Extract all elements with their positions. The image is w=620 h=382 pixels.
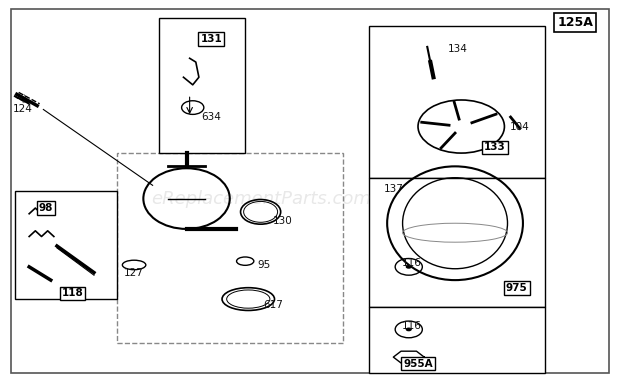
Text: 127: 127	[124, 267, 144, 278]
Text: eReplacementParts.com: eReplacementParts.com	[151, 189, 371, 207]
Text: 116: 116	[402, 320, 422, 331]
FancyBboxPatch shape	[369, 178, 544, 307]
Circle shape	[405, 327, 412, 331]
Text: 955A: 955A	[403, 359, 433, 369]
FancyBboxPatch shape	[15, 191, 117, 299]
Text: 131: 131	[200, 34, 222, 44]
FancyBboxPatch shape	[159, 18, 245, 153]
Text: 104: 104	[510, 121, 529, 131]
Text: 118: 118	[61, 288, 83, 298]
FancyBboxPatch shape	[369, 26, 544, 178]
Text: 634: 634	[202, 112, 221, 122]
FancyBboxPatch shape	[369, 307, 544, 373]
Text: 133: 133	[484, 142, 506, 152]
Text: 125A: 125A	[557, 16, 593, 29]
FancyBboxPatch shape	[117, 153, 343, 343]
Text: 124: 124	[13, 104, 33, 115]
Text: 98: 98	[38, 203, 53, 213]
Text: 975: 975	[506, 283, 528, 293]
Text: 130: 130	[272, 216, 292, 227]
Text: 137: 137	[383, 184, 403, 194]
Text: 617: 617	[263, 300, 283, 310]
Text: 134: 134	[448, 44, 468, 54]
Text: 95: 95	[257, 260, 270, 270]
Text: ///: ///	[20, 94, 30, 103]
FancyBboxPatch shape	[11, 9, 609, 373]
Circle shape	[405, 265, 412, 269]
Text: 116: 116	[402, 258, 422, 268]
